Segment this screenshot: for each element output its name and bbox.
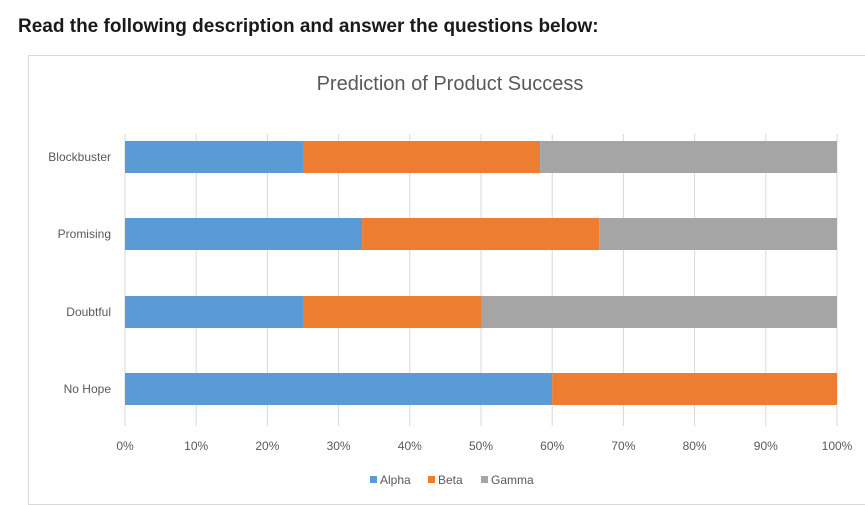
- bar-gamma: [540, 141, 837, 173]
- x-tick-labels: 0% 10% 20% 30% 40% 50% 60% 70% 80% 90% 100%: [116, 439, 852, 453]
- stacked-bar-chart: Prediction of Product Success Blockbuste…: [48, 73, 852, 487]
- bars: [125, 141, 837, 405]
- category-labels: Blockbuster Promising Doubtful No Hope: [48, 150, 111, 396]
- x-tick-label: 100%: [822, 439, 853, 453]
- category-label: Doubtful: [66, 305, 111, 319]
- legend-label: Gamma: [491, 473, 534, 487]
- bar-beta: [303, 296, 481, 328]
- x-tick-label: 90%: [754, 439, 778, 453]
- x-tick-label: 30%: [327, 439, 351, 453]
- x-tick-label: 60%: [540, 439, 564, 453]
- x-tick-label: 70%: [611, 439, 635, 453]
- x-tick-label: 80%: [683, 439, 707, 453]
- bar-gamma: [599, 218, 837, 250]
- legend-swatch-alpha: [370, 476, 377, 483]
- bar-gamma: [481, 296, 837, 328]
- legend-label: Beta: [438, 473, 463, 487]
- x-tick-label: 10%: [184, 439, 208, 453]
- bar-alpha: [125, 296, 303, 328]
- bar-beta: [362, 218, 600, 250]
- chart-container: Prediction of Product Success Blockbuste…: [28, 55, 865, 505]
- x-tick-label: 0%: [116, 439, 134, 453]
- category-label: Promising: [58, 227, 111, 241]
- x-tick-label: 40%: [398, 439, 422, 453]
- bar-beta: [552, 373, 837, 405]
- bar-beta: [303, 141, 541, 173]
- legend-label: Alpha: [380, 473, 411, 487]
- x-tick-label: 50%: [469, 439, 493, 453]
- category-label: Blockbuster: [48, 150, 111, 164]
- bar-alpha: [125, 218, 363, 250]
- category-label: No Hope: [64, 382, 112, 396]
- bar-alpha: [125, 373, 553, 405]
- bar-alpha: [125, 141, 303, 173]
- legend-swatch-gamma: [481, 476, 488, 483]
- instruction-heading: Read the following description and answe…: [18, 16, 599, 37]
- legend-swatch-beta: [428, 476, 435, 483]
- chart-title: Prediction of Product Success: [317, 73, 584, 95]
- legend: Alpha Beta Gamma: [370, 473, 534, 487]
- x-tick-label: 20%: [255, 439, 279, 453]
